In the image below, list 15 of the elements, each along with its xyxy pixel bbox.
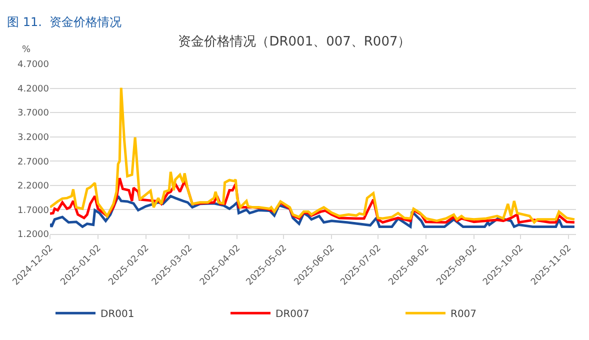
line-series [50, 86, 576, 224]
y-tick-label: 2.2000 [18, 182, 50, 192]
y-tick-label: 2.7000 [18, 157, 50, 168]
y-tick-label: 3.7000 [18, 108, 50, 119]
y-tick-label: 1.7000 [18, 206, 50, 216]
legend-label: R007 [450, 309, 477, 320]
caption: 图 11. 资金价格情况 [7, 15, 122, 29]
y-tick-label: 3.2000 [18, 133, 50, 144]
chart-title: 资金价格情况（DR001、007、R007） [178, 34, 411, 50]
y-tick-label: 4.2000 [18, 84, 50, 94]
legend-label: DR007 [276, 309, 310, 320]
y-tick-label: 4.7000 [18, 60, 50, 70]
y-axis-title: % [22, 45, 31, 55]
y-tick-label: 1.2000 [18, 230, 50, 240]
legend-label: DR001 [100, 309, 134, 320]
